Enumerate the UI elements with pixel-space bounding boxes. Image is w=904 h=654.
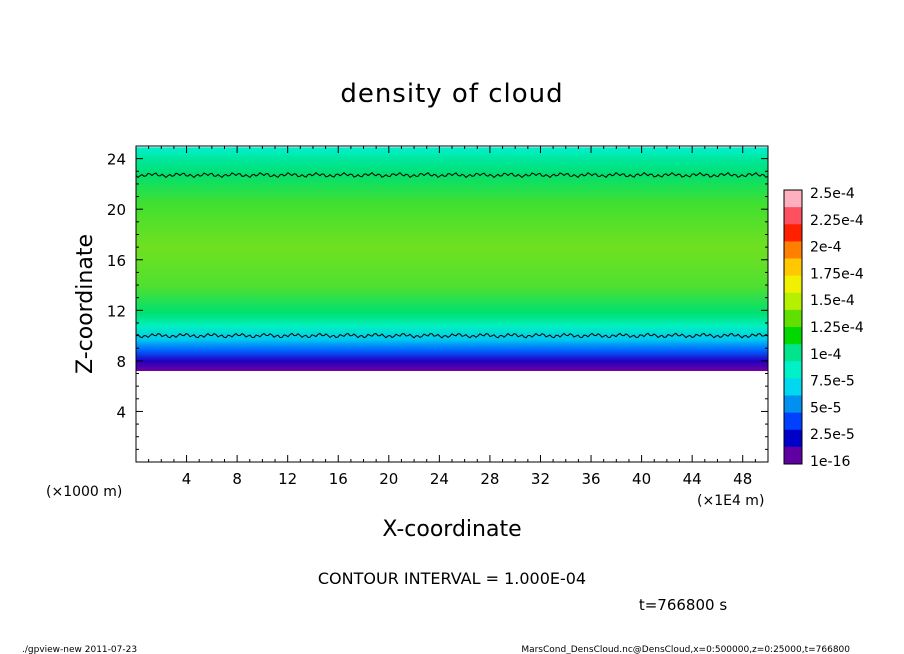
colorbar-label: 2.25e-4 [810, 213, 864, 229]
x-tick-label: 32 [531, 470, 550, 488]
colorbar-segment [784, 361, 802, 379]
footer-right: MarsCond_DensCloud.nc@DensCloud,x=0:5000… [521, 645, 850, 654]
contour-lines [135, 172, 769, 339]
colorbar-label: 1.75e-4 [810, 266, 864, 282]
colorbar-label: 1.25e-4 [810, 320, 864, 336]
x-tick-label: 44 [683, 470, 702, 488]
contour-line [135, 332, 769, 339]
x-tick-label: 20 [379, 470, 398, 488]
colorbar: 2.5e-4 2.25e-4 2e-4 1.75e-4 1.5e-4 1.25e-4 1e-… [783, 186, 864, 470]
chart-title: density of cloud [340, 79, 563, 109]
y-tick-label: 4 [116, 403, 126, 421]
y-tick-label: 24 [107, 151, 126, 169]
colorbar-frame [783, 189, 803, 465]
colorbar-segment [784, 309, 802, 328]
y-tick-label: 20 [107, 201, 126, 219]
colorbar-segment [784, 292, 802, 311]
time-label: t=766800 s [639, 596, 727, 614]
y-tick-label: 8 [116, 353, 126, 371]
colorbar-label: 1e-16 [810, 454, 850, 470]
colorbar-label: 7.5e-5 [810, 374, 855, 390]
x-tick-label: 12 [278, 470, 297, 488]
colorbar-label: 2.5e-5 [810, 427, 855, 443]
colorbar-label: 1e-4 [810, 347, 842, 363]
colorbar-segment [784, 190, 802, 208]
colorbar-segment [784, 275, 802, 294]
colorbar-label: 2e-4 [810, 240, 842, 256]
y-axis-label: Z-coordinate [73, 234, 98, 374]
y-tick-label: 12 [107, 302, 126, 320]
footer-left: ./gpview-new 2011-07-23 [22, 645, 137, 654]
colorbar-label: 5e-5 [810, 400, 841, 416]
x-tick-label: 24 [430, 470, 449, 488]
colorbar-label: 1.5e-4 [810, 293, 855, 309]
colorbar-segment [784, 241, 802, 259]
x-tick-label: 40 [632, 470, 651, 488]
x-unit-note: (×1E4 m) [697, 493, 764, 509]
colorbar-segment [784, 429, 802, 448]
colorbar-segment [784, 412, 802, 431]
x-tick-label: 36 [581, 470, 600, 488]
colorbar-segment [784, 224, 802, 242]
x-axis-ticks: 4 8 12 16 20 24 28 32 36 40 44 48 [148, 146, 756, 488]
y-axis-ticks: 4 8 12 16 20 24 [107, 151, 768, 450]
contour-interval-text: CONTOUR INTERVAL = 1.000E-04 [318, 569, 586, 588]
x-tick-label: 16 [329, 470, 348, 488]
x-axis-label: X-coordinate [382, 517, 521, 542]
z-unit-note: (×1000 m) [46, 484, 122, 500]
colorbar-segment [784, 446, 802, 465]
y-tick-label: 16 [107, 252, 126, 270]
x-tick-label: 28 [480, 470, 499, 488]
colorbar-segment [784, 395, 802, 414]
colorbar-label: 2.5e-4 [810, 186, 855, 202]
colorbar-segment [784, 378, 802, 396]
contour-line [135, 172, 769, 179]
colorbar-segment [784, 258, 802, 277]
x-tick-label: 48 [733, 470, 752, 488]
colorbar-segment [784, 344, 802, 362]
x-tick-label: 4 [182, 470, 192, 488]
colorbar-segment [784, 207, 802, 225]
x-tick-label: 8 [232, 470, 242, 488]
cloud-density-band [136, 147, 768, 371]
colorbar-segment [784, 327, 802, 345]
